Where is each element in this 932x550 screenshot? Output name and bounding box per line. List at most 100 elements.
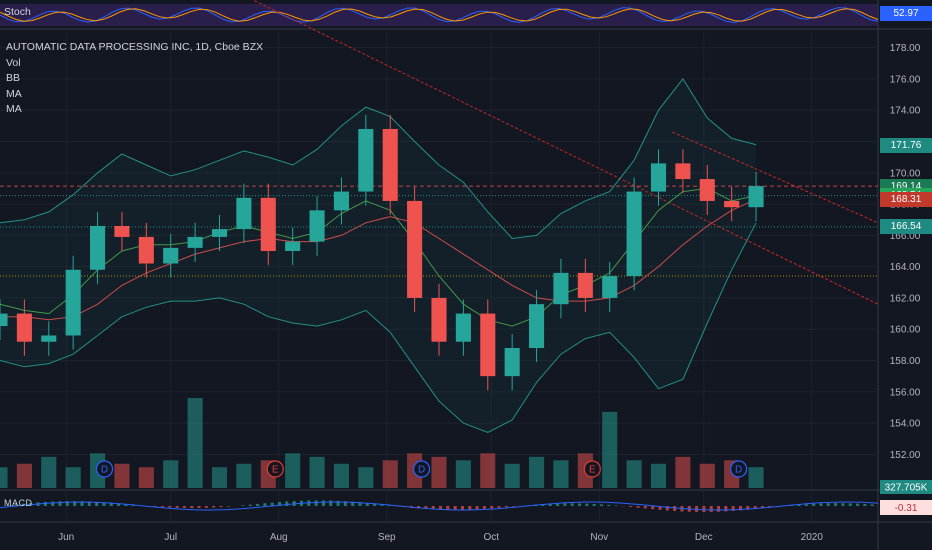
volume-bar xyxy=(675,456,691,488)
macd-histogram-bar xyxy=(848,503,852,506)
macd-histogram-bar xyxy=(797,504,801,506)
macd-histogram-bar xyxy=(431,506,435,510)
macd-histogram-bar xyxy=(475,506,479,510)
legend-ma-2[interactable]: MA xyxy=(6,103,22,115)
macd-histogram-bar xyxy=(380,504,384,506)
candle-body xyxy=(675,163,691,180)
volume-bar xyxy=(431,456,447,488)
candle-body xyxy=(504,347,520,377)
macd-histogram-bar xyxy=(497,506,501,508)
volume-bar xyxy=(626,460,642,488)
macd-histogram-bar xyxy=(58,501,62,506)
x-tick-label: Dec xyxy=(695,532,713,543)
macd-histogram-bar xyxy=(643,506,647,509)
macd-histogram-bar xyxy=(834,503,838,506)
price-tag: 168.31 xyxy=(880,191,932,207)
candle-body xyxy=(602,276,618,298)
macd-histogram-bar xyxy=(336,500,340,506)
volume-bar xyxy=(602,411,618,488)
macd-histogram-bar xyxy=(658,506,662,510)
macd-histogram-bar xyxy=(168,506,172,508)
event-marker xyxy=(730,460,748,478)
macd-histogram-bar xyxy=(709,506,713,512)
y-tick-label: 166.00 xyxy=(890,231,921,242)
macd-histogram-bar xyxy=(468,506,472,510)
candle-body xyxy=(114,225,130,237)
macd-histogram-bar xyxy=(724,506,728,512)
candle-body xyxy=(382,128,398,201)
trendline xyxy=(672,131,879,224)
macd-histogram-bar xyxy=(102,502,106,506)
y-tick-label: 154.00 xyxy=(890,419,921,430)
macd-histogram-bar xyxy=(570,503,574,506)
macd-histogram-bar xyxy=(43,501,47,506)
stoch-value-tag: 52.97 xyxy=(880,6,932,21)
candle-body xyxy=(724,200,740,208)
legend-ma-1[interactable]: MA xyxy=(6,87,22,100)
macd-histogram-bar xyxy=(248,504,252,506)
macd-histogram-bar xyxy=(278,501,282,506)
macd-histogram-bar xyxy=(343,501,347,506)
macd-histogram-bar xyxy=(256,503,260,506)
stoch-k-line xyxy=(0,7,879,24)
price-tag: 166.54 xyxy=(880,219,932,235)
macd-histogram-bar xyxy=(417,506,421,509)
macd-histogram-bar xyxy=(190,506,194,509)
candle-body xyxy=(529,304,545,348)
legend-bollinger[interactable]: BB xyxy=(6,72,21,84)
volume-bar xyxy=(382,460,398,488)
macd-histogram-bar xyxy=(636,506,640,508)
candle-body xyxy=(211,229,228,237)
candle-body xyxy=(480,313,496,377)
stoch-d-line xyxy=(0,8,879,22)
indicator-line xyxy=(0,198,757,321)
x-tick-label: Oct xyxy=(483,532,499,543)
candle-body xyxy=(577,272,593,298)
bollinger-fill xyxy=(0,78,757,433)
legend-volume[interactable]: Vol xyxy=(6,56,21,69)
macd-histogram-bar xyxy=(826,503,830,506)
volume-bar xyxy=(114,463,130,488)
macd-histogram-bar xyxy=(51,501,55,506)
y-tick-label: 170.00 xyxy=(890,168,921,179)
y-tick-label: 158.00 xyxy=(890,356,921,367)
macd-histogram-bar xyxy=(819,503,823,506)
y-tick-label: 174.00 xyxy=(890,106,921,117)
macd-histogram-bar xyxy=(768,506,772,508)
macd-histogram-bar xyxy=(585,503,589,506)
volume-bar xyxy=(41,456,57,488)
macd-histogram-bar xyxy=(446,506,450,510)
volume-bar xyxy=(650,463,667,488)
event-marker xyxy=(95,460,114,478)
macd-histogram-bar xyxy=(592,503,596,506)
macd-histogram-bar xyxy=(373,503,377,506)
macd-histogram-bar xyxy=(856,503,860,506)
macd-histogram-bar xyxy=(790,505,794,506)
indicator-legend: AUTOMATIC DATA PROCESSING INC, 1D, Cboe … xyxy=(6,40,263,118)
volume-bar xyxy=(358,467,374,488)
macd-histogram-bar xyxy=(482,506,486,509)
macd-histogram-bar xyxy=(226,506,230,507)
macd-histogram-bar xyxy=(95,501,99,506)
volume-bar xyxy=(138,467,154,488)
indicator-line xyxy=(0,78,757,240)
macd-histogram-bar xyxy=(175,506,179,508)
event-marker xyxy=(583,460,601,478)
candle-body xyxy=(65,269,81,336)
macd-line xyxy=(0,501,879,511)
macd-histogram-bar xyxy=(358,502,362,506)
macd-histogram-bar xyxy=(212,506,216,508)
macd-histogram-bar xyxy=(563,503,567,506)
volume-bar xyxy=(504,463,520,488)
event-marker-label: D xyxy=(101,465,108,476)
macd-histogram-bar xyxy=(556,503,560,506)
volume-bar xyxy=(748,467,764,488)
macd-histogram-bar xyxy=(7,505,11,506)
macd-histogram-bar xyxy=(314,500,318,506)
macd-histogram-bar xyxy=(578,503,582,506)
macd-histogram-bar xyxy=(65,501,69,506)
stoch-label: Stoch xyxy=(4,6,31,18)
candle-body xyxy=(699,179,715,201)
